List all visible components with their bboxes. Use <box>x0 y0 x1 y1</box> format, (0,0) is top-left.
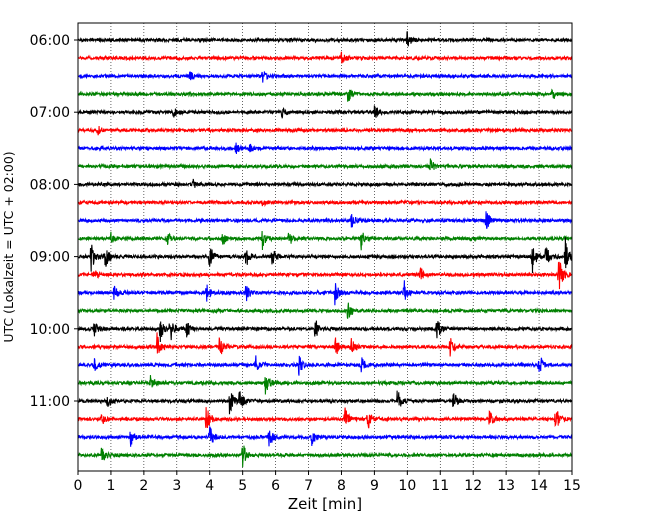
trace-2 <box>77 71 573 83</box>
x-tick-label-8: 8 <box>337 478 346 494</box>
x-tick-label-12: 12 <box>464 478 482 494</box>
x-tick-label-1: 1 <box>106 478 115 494</box>
plot-frame <box>77 22 573 472</box>
trace-17 <box>77 332 573 357</box>
trace-5 <box>77 126 573 136</box>
trace-4 <box>77 105 573 119</box>
x-tick-label-10: 10 <box>398 478 416 494</box>
trace-20 <box>77 390 573 415</box>
y-axis-ticks: 06:00 07:00 08:00 09:00 10:00 11:00 <box>30 33 78 410</box>
x-tick-label-3: 3 <box>172 478 181 494</box>
x-tick-label-7: 7 <box>304 478 313 494</box>
y-tick-label-1: 07:00 <box>30 105 70 121</box>
y-tick-label-4: 10:00 <box>30 322 70 338</box>
x-tick-label-5: 5 <box>238 478 247 494</box>
x-tick-label-2: 2 <box>139 478 148 494</box>
y-tick-label-0: 06:00 <box>30 33 70 49</box>
trace-21 <box>77 407 573 429</box>
x-axis-label: Zeit [min] <box>288 495 362 513</box>
trace-0 <box>77 31 573 47</box>
x-tick-label-4: 4 <box>205 478 214 494</box>
x-tick-label-0: 0 <box>74 478 83 494</box>
trace-23 <box>77 445 573 468</box>
trace-14 <box>77 280 573 306</box>
trace-1 <box>77 51 573 64</box>
seismogram-traces <box>77 31 573 468</box>
x-tick-label-6: 6 <box>271 478 280 494</box>
trace-16 <box>77 320 573 343</box>
y-axis-label: UTC (Lokalzeit = UTC + 02:00) <box>1 151 16 342</box>
trace-3 <box>77 88 573 102</box>
trace-15 <box>77 302 573 319</box>
trace-7 <box>77 158 573 171</box>
x-tick-label-13: 13 <box>497 478 515 494</box>
plot-background <box>78 23 572 471</box>
trace-19 <box>77 375 573 395</box>
x-tick-label-9: 9 <box>370 478 379 494</box>
trace-6 <box>77 142 573 155</box>
trace-13 <box>77 261 573 290</box>
x-tick-label-15: 15 <box>563 478 581 494</box>
y-tick-label-5: 11:00 <box>30 394 70 410</box>
y-tick-label-3: 09:00 <box>30 250 70 266</box>
trace-22 <box>77 426 573 447</box>
trace-9 <box>77 198 573 208</box>
x-tick-label-11: 11 <box>431 478 449 494</box>
y-tick-label-2: 08:00 <box>30 177 70 193</box>
x-tick-label-14: 14 <box>530 478 548 494</box>
trace-12 <box>77 237 573 274</box>
trace-8 <box>77 178 573 188</box>
trace-11 <box>77 230 573 251</box>
x-axis-ticks: 0 1 2 3 4 5 6 7 8 9 10 11 12 13 14 15 <box>74 471 581 494</box>
trace-18 <box>77 355 573 376</box>
trace-10 <box>77 211 573 229</box>
